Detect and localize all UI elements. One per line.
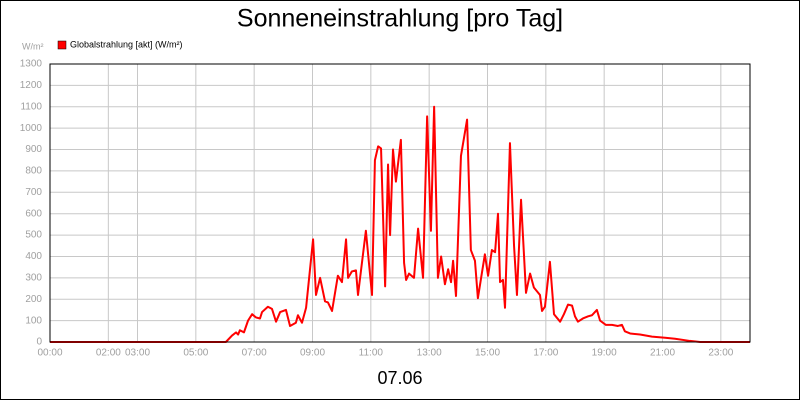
legend-label: Globalstrahlung [akt] (W/m²) [70, 39, 183, 49]
x-tick-label: 00:00 [37, 348, 62, 359]
x-tick-label: 21:00 [650, 348, 675, 359]
y-tick-label: 100 [25, 315, 42, 326]
legend-swatch [57, 40, 67, 50]
x-tick-label: 17:00 [533, 348, 558, 359]
y-tick-label: 1300 [20, 59, 43, 70]
chart-title: Sonneneinstrahlung [pro Tag] [237, 5, 563, 33]
y-tick-label: 500 [25, 230, 42, 241]
x-tick-label: 13:00 [417, 348, 442, 359]
y-tick-label: 600 [25, 208, 42, 219]
plot-border [49, 63, 751, 343]
y-tick-label: 200 [25, 294, 42, 305]
x-tick-label: 23:00 [708, 348, 733, 359]
x-tick-label: 19:00 [592, 348, 617, 359]
x-tick-label: 15:00 [475, 348, 500, 359]
line-series [50, 105, 750, 343]
y-tick-label: 300 [25, 272, 42, 283]
y-tick-label: 0 [36, 337, 42, 348]
y-tick-label: 700 [25, 187, 42, 198]
y-tick-label: 1000 [20, 123, 43, 134]
y-tick-label: 1100 [20, 101, 42, 112]
y-tick-label: 400 [25, 251, 42, 262]
y-tick-label: 1200 [20, 80, 43, 91]
x-tick-label: 09:00 [300, 348, 325, 359]
y-tick-label: 800 [25, 166, 42, 177]
x-tick-label: 02:00 [96, 348, 121, 359]
marks [50, 105, 750, 343]
x-tick-label: 11:00 [359, 348, 384, 359]
x-axis-label: 07.06 [377, 368, 422, 388]
y-axis-label: W/m² [22, 41, 44, 51]
x-tick-label: 07:00 [242, 348, 267, 359]
x-tick-label: 05:00 [183, 348, 208, 359]
x-tick-label: 03:00 [125, 348, 150, 359]
y-tick-label: 900 [25, 144, 42, 155]
